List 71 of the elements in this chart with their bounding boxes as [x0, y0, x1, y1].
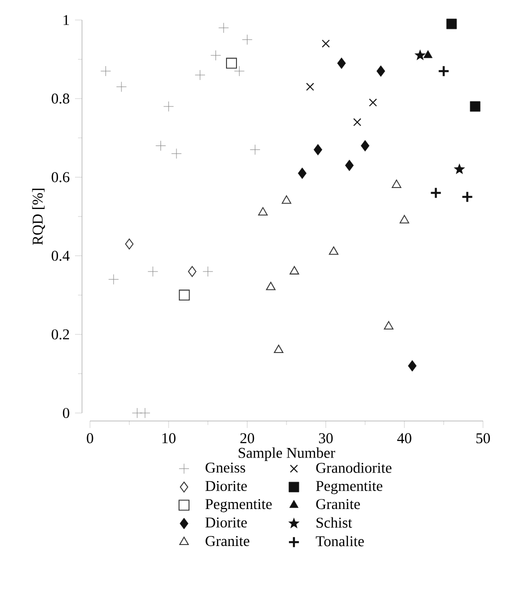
- point: [226, 58, 237, 69]
- legend-label: Gneiss: [206, 462, 246, 473]
- y-tick-label: 1: [64, 15, 69, 25]
- point: [368, 98, 377, 107]
- x-tick-label: 10: [162, 433, 176, 444]
- point: [328, 246, 338, 255]
- point: [258, 207, 268, 216]
- legend-label: Pegmentite: [205, 499, 272, 512]
- legend-label: Diorite: [205, 480, 247, 492]
- point: [470, 101, 480, 112]
- point: [446, 18, 457, 30]
- point: [430, 186, 442, 199]
- point: [392, 180, 402, 188]
- x-tick-label: 50: [476, 433, 490, 444]
- y-tick-label: 0: [62, 408, 70, 418]
- x-tick-label: 0: [86, 433, 94, 444]
- point: [210, 50, 221, 61]
- point: [454, 163, 466, 174]
- point: [376, 65, 386, 77]
- point: [100, 66, 111, 76]
- y-tick-label: 0.4: [52, 250, 70, 261]
- x-tick-label: 40: [397, 433, 412, 444]
- point: [274, 344, 284, 354]
- legend-label: Granodiorite: [316, 462, 392, 473]
- x-tick-label: 30: [319, 433, 333, 444]
- point: [438, 65, 450, 78]
- legend-label: Diorite: [205, 517, 247, 528]
- point: [400, 214, 410, 224]
- point: [298, 168, 307, 179]
- point: [408, 360, 417, 372]
- point: [108, 274, 119, 285]
- point: [353, 118, 362, 126]
- point: [423, 50, 432, 58]
- point: [242, 34, 252, 45]
- point: [461, 190, 474, 203]
- point: [234, 66, 245, 76]
- point: [345, 160, 354, 172]
- point: [322, 40, 330, 48]
- point: [163, 101, 174, 112]
- y-tick-label: 0.2: [52, 329, 69, 340]
- legend-label: Granite: [206, 536, 250, 546]
- point: [314, 144, 322, 156]
- point: [116, 82, 127, 92]
- point: [188, 266, 196, 277]
- y-tick-label: 0.6: [52, 172, 70, 182]
- point: [414, 49, 426, 60]
- point: [148, 266, 158, 277]
- point: [125, 238, 134, 250]
- point: [171, 148, 182, 159]
- legend-label: Tonalite: [316, 536, 364, 546]
- point: [194, 70, 206, 80]
- point: [282, 195, 292, 204]
- x-tick-label: 20: [240, 433, 254, 444]
- legend-label: Schist: [316, 517, 352, 528]
- y-axis-title: RQD [%]: [32, 188, 45, 245]
- legend-label: Granite: [316, 499, 360, 510]
- point: [384, 321, 394, 330]
- point: [218, 22, 229, 34]
- point: [178, 290, 190, 301]
- point: [290, 266, 300, 274]
- point: [266, 282, 276, 290]
- point: [306, 82, 314, 91]
- x-axis-title: Sample Number: [238, 447, 336, 461]
- legend-label: Pegmentite: [316, 480, 382, 494]
- y-tick-label: 0.8: [52, 94, 70, 104]
- point: [202, 266, 214, 277]
- point: [337, 58, 346, 69]
- point: [132, 408, 142, 418]
- point: [250, 144, 260, 155]
- point: [140, 408, 150, 418]
- point: [360, 140, 370, 152]
